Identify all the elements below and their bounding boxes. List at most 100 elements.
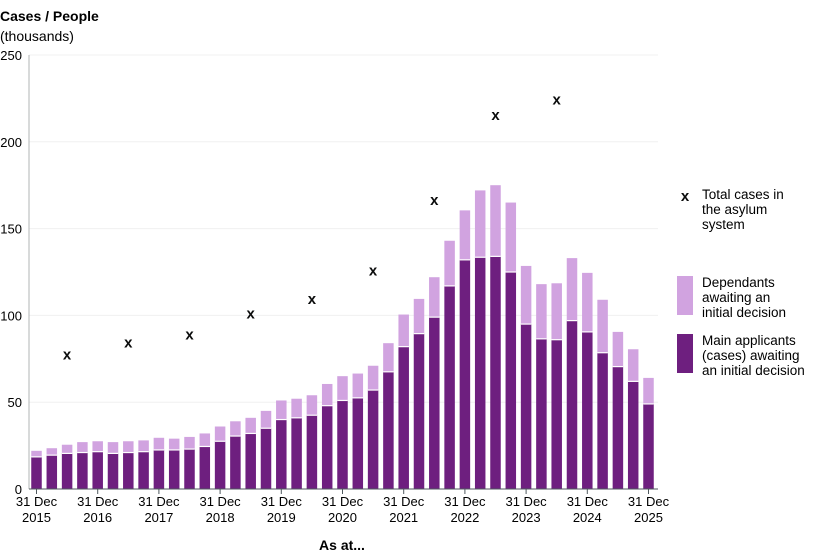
bar-dependants <box>398 314 409 347</box>
bar-dependants <box>520 265 532 325</box>
total-cases-marker: x <box>185 326 194 343</box>
bar-dependants <box>627 349 639 382</box>
x-tick-label-line1: 31 Dec <box>505 494 547 509</box>
total-cases-marker: x <box>553 91 562 108</box>
x-tick-label-line1: 31 Dec <box>383 494 425 509</box>
bar-dependants <box>31 450 42 457</box>
legend-label-line: the asylum <box>702 202 767 217</box>
bar-dependants <box>260 410 272 429</box>
x-tick-label-line2: 2015 <box>22 510 51 525</box>
x-tick-label-line1: 31 Dec <box>77 494 119 509</box>
bar-main-applicants <box>490 256 501 489</box>
total-cases-marker: x <box>308 291 317 308</box>
total-cases-marker: x <box>63 346 72 363</box>
x-tick-label-line2: 2017 <box>144 510 173 525</box>
bar-dependants <box>321 383 333 406</box>
bar-dependants <box>214 426 226 442</box>
total-cases-marker: x <box>124 334 133 351</box>
bar-dependants <box>337 376 348 401</box>
bar-main-applicants <box>107 453 119 489</box>
legend-label-line: Dependants <box>702 275 775 290</box>
y-tick-label: 200 <box>0 135 22 150</box>
bar-main-applicants <box>612 366 624 489</box>
bar-main-applicants <box>337 400 348 489</box>
x-tick-label-line1: 31 Dec <box>567 494 609 509</box>
total-cases-marker: x <box>247 306 256 323</box>
bar-main-applicants <box>138 451 149 489</box>
bar-main-applicants <box>383 371 394 489</box>
total-cases-marker: x <box>491 107 500 124</box>
bar-main-applicants <box>123 452 134 489</box>
legend-label-line: awaiting an <box>702 290 770 305</box>
bar-dependants <box>597 299 608 353</box>
x-tick-label-line2: 2023 <box>512 510 541 525</box>
bar-main-applicants <box>536 338 547 489</box>
bar-main-applicants <box>184 449 195 489</box>
bar-main-applicants <box>214 441 226 489</box>
bar-dependants <box>61 444 73 454</box>
bar-main-applicants <box>352 397 364 489</box>
x-tick-label-line1: 31 Dec <box>16 494 58 509</box>
axes <box>28 55 658 490</box>
legend-swatch-main <box>677 334 693 373</box>
y-tick-label: 50 <box>8 395 22 410</box>
bar-dependants <box>123 441 134 453</box>
bar-dependants <box>230 421 241 437</box>
legend-swatch-dependants <box>677 276 693 315</box>
legend-label-line: initial decision <box>702 305 786 320</box>
bar-dependants <box>153 437 165 450</box>
bar-dependants <box>306 395 318 416</box>
bar-dependants <box>199 433 211 447</box>
legend-label-line: system <box>702 217 745 232</box>
total-cases-marker: x <box>430 192 439 209</box>
x-tick-label-line1: 31 Dec <box>628 494 670 509</box>
x-tick-label-line1: 31 Dec <box>199 494 241 509</box>
bar-dependants <box>367 365 379 391</box>
bar-main-applicants <box>153 449 165 489</box>
bar-dependants <box>505 202 517 272</box>
bar-dependants <box>77 442 88 453</box>
bar-main-applicants <box>61 453 73 489</box>
bar-dependants <box>459 210 471 260</box>
bar-main-applicants <box>230 436 241 489</box>
x-tick-label-line2: 2019 <box>267 510 296 525</box>
total-cases-marker: x <box>369 262 378 279</box>
bar-dependants <box>536 284 547 339</box>
bar-main-applicants <box>199 446 211 489</box>
bar-dependants <box>413 298 425 334</box>
y-axis-unit: (thousands) <box>0 28 74 44</box>
bar-main-applicants <box>413 333 425 489</box>
bar-dependants <box>46 448 58 456</box>
bar-main-applicants <box>444 285 455 489</box>
bar-main-applicants <box>597 352 608 489</box>
bar-dependants <box>276 400 287 420</box>
bar-main-applicants <box>429 317 440 489</box>
y-tick-label: 100 <box>0 308 22 323</box>
y-axis-title: Cases / People <box>0 8 99 24</box>
bar-dependants <box>184 436 195 450</box>
legend-label-line: Total cases in <box>702 187 784 202</box>
bar-main-applicants <box>276 419 287 489</box>
bar-main-applicants <box>582 331 593 489</box>
bar-dependants <box>168 438 180 450</box>
bar-dependants <box>643 377 654 404</box>
x-axis-title: As at... <box>319 537 365 553</box>
bar-main-applicants <box>459 259 471 489</box>
x-tick-label-line2: 2021 <box>389 510 418 525</box>
bar-dependants <box>429 277 440 318</box>
x-tick-label-line1: 31 Dec <box>138 494 180 509</box>
bar-main-applicants <box>398 346 409 489</box>
bar-main-applicants <box>306 415 318 489</box>
bar-dependants <box>551 283 562 340</box>
bar-dependants <box>138 440 149 452</box>
bar-main-applicants <box>643 403 654 489</box>
bar-main-applicants <box>367 390 379 489</box>
bar-main-applicants <box>245 433 256 489</box>
y-tick-label: 250 <box>0 48 22 63</box>
bar-dependants <box>444 240 455 286</box>
